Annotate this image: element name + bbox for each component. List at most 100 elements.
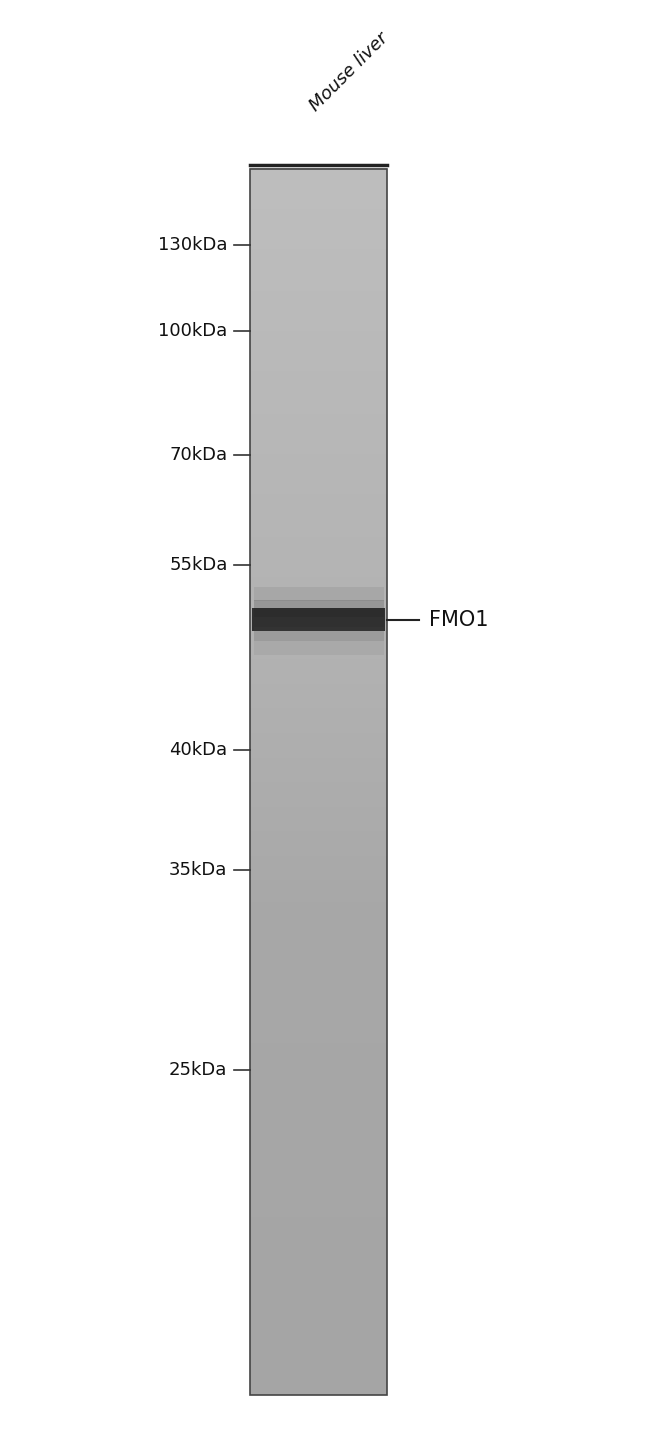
Text: 35kDa: 35kDa [169,861,227,879]
Bar [250,846,387,850]
Bar [250,714,387,718]
Bar [250,754,387,757]
Bar [250,637,387,641]
Bar [250,658,387,663]
Bar [250,622,387,625]
Bar [250,1143,387,1146]
Bar [250,773,387,776]
Bar [250,972,387,975]
Bar [250,196,387,199]
Bar [250,966,387,969]
Bar [250,1226,387,1229]
Bar [250,907,387,910]
Bar [250,738,387,743]
Bar [250,1012,387,1015]
Bar [250,987,387,990]
Bar [250,272,387,276]
Bar [250,1130,387,1135]
Bar [250,408,387,411]
Bar [250,687,387,690]
Bar [250,1079,387,1082]
Text: 40kDa: 40kDa [170,741,228,758]
Bar [250,1312,387,1315]
Bar [250,1224,387,1226]
Bar [250,650,387,654]
Bar [250,296,387,301]
Bar [250,1334,387,1337]
Bar [250,904,387,907]
Bar [250,693,387,697]
Bar [250,1256,387,1261]
Bar [250,797,387,800]
Bar [250,1005,387,1009]
Bar [250,172,387,175]
Bar [250,776,387,778]
Bar [250,1229,387,1232]
Bar [250,438,387,442]
Bar [250,880,387,883]
Bar [250,597,387,601]
Bar [250,1355,387,1358]
Bar [250,260,387,263]
Bar [250,671,387,675]
Bar [250,980,387,985]
Bar [250,478,387,482]
Bar [250,414,387,418]
Bar [250,990,387,993]
Bar [250,189,387,193]
Bar [250,411,387,414]
Bar [250,425,387,429]
Bar [250,1069,387,1073]
Bar [250,220,387,225]
Bar [250,333,387,338]
Bar [250,468,387,472]
Bar [250,607,387,611]
Bar [250,1020,387,1025]
Bar [250,1192,387,1196]
Bar [250,186,387,190]
Bar [250,800,387,803]
Bar [250,1367,387,1371]
Bar [250,269,387,273]
Bar [250,539,387,542]
Bar [250,202,387,206]
Bar [250,236,387,239]
Bar [250,821,387,824]
Bar [250,910,387,914]
Bar [250,809,387,813]
Bar [250,1248,387,1251]
Bar [250,934,387,939]
Bar [250,475,387,478]
Bar [250,1149,387,1153]
Bar [250,950,387,953]
Bar [250,419,387,424]
Bar [250,690,387,693]
Text: 70kDa: 70kDa [170,446,228,464]
Bar [250,803,387,807]
Bar [250,698,387,703]
Bar [250,1042,387,1046]
Bar [250,1211,387,1215]
Bar [250,215,387,218]
Bar [250,594,387,598]
Bar [250,1036,387,1039]
Bar [250,695,387,700]
Bar [250,551,387,555]
Bar [250,1073,387,1076]
Bar [250,1238,387,1242]
Bar [250,567,387,571]
Bar [250,1039,387,1043]
Bar [250,604,387,607]
Bar [250,940,387,944]
Bar [250,867,387,871]
Bar [250,527,387,531]
Bar [250,840,387,843]
Bar [250,355,387,359]
Bar [254,587,384,601]
Bar [250,494,387,497]
Bar [250,876,387,880]
Bar [250,1391,387,1395]
Bar [250,1159,387,1162]
Bar [250,502,387,507]
Bar [250,923,387,926]
